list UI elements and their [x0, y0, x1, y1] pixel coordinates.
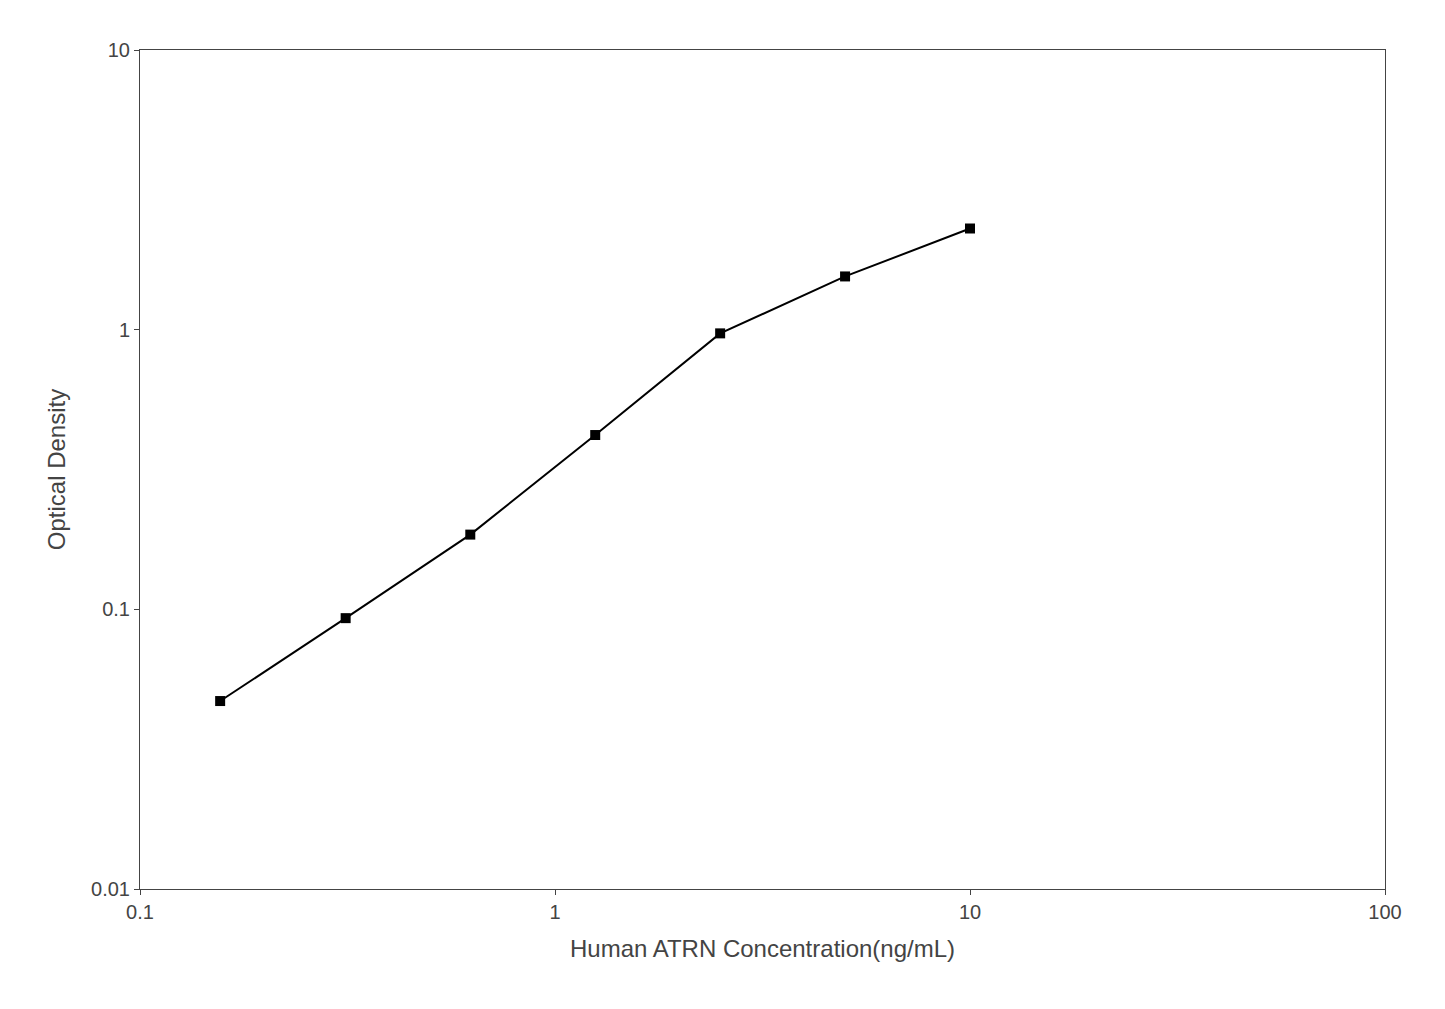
svg-text:0.1: 0.1 [102, 598, 130, 620]
svg-text:Optical Density: Optical Density [43, 389, 70, 550]
svg-text:1: 1 [549, 901, 560, 923]
svg-text:0.01: 0.01 [91, 878, 130, 900]
svg-text:0.1: 0.1 [126, 901, 154, 923]
svg-text:1: 1 [119, 319, 130, 341]
svg-text:100: 100 [1368, 901, 1401, 923]
svg-text:Human ATRN Concentration(ng/mL: Human ATRN Concentration(ng/mL) [570, 935, 955, 962]
svg-text:10: 10 [108, 39, 130, 61]
svg-text:10: 10 [959, 901, 981, 923]
